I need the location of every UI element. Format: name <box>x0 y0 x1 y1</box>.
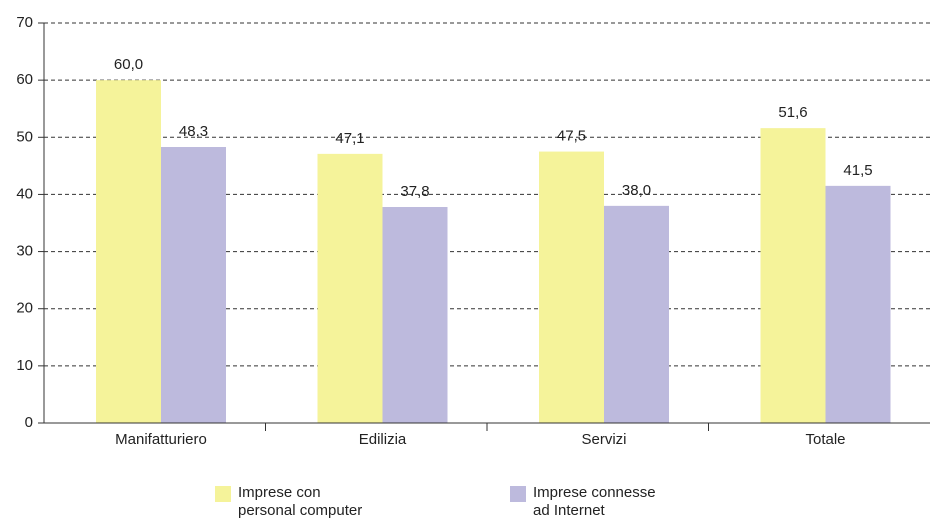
value-label: 51,6 <box>778 104 807 121</box>
bar <box>760 128 826 423</box>
y-tick-label: 70 <box>16 14 33 31</box>
legend-item: Imprese con personal computer <box>215 484 366 520</box>
x-tick-label: Servizi <box>581 431 626 448</box>
legend-swatch <box>215 486 231 502</box>
y-tick-label: 50 <box>16 128 33 145</box>
bar <box>604 205 669 423</box>
bar <box>96 80 161 424</box>
legend-swatch <box>510 486 526 502</box>
value-label: 60,0 <box>114 56 143 73</box>
y-tick-label: 10 <box>16 357 33 374</box>
value-label: 41,5 <box>843 162 872 179</box>
legend-label: Imprese connesse ad Internet <box>533 484 656 519</box>
y-tick-label: 40 <box>16 185 33 202</box>
y-tick-label: 0 <box>25 414 33 431</box>
x-tick-label: Edilizia <box>359 431 407 448</box>
value-label: 47,5 <box>557 128 586 145</box>
legend-item: Imprese connesse ad Internet <box>510 484 661 520</box>
bar <box>161 147 226 423</box>
bar <box>825 185 891 423</box>
x-tick-label: Totale <box>805 431 845 448</box>
bar <box>539 151 604 424</box>
value-label: 37,8 <box>400 183 429 200</box>
value-label: 48,3 <box>179 123 208 140</box>
x-tick-label: Manifatturiero <box>115 431 207 448</box>
legend-label: Imprese con personal computer <box>238 484 363 519</box>
value-label: 47,1 <box>335 130 364 147</box>
y-tick-label: 30 <box>16 243 33 260</box>
y-tick-label: 20 <box>16 300 33 317</box>
bar <box>382 207 448 423</box>
value-label: 38,0 <box>622 182 651 199</box>
bar <box>317 153 383 423</box>
y-tick-label: 60 <box>16 71 33 88</box>
